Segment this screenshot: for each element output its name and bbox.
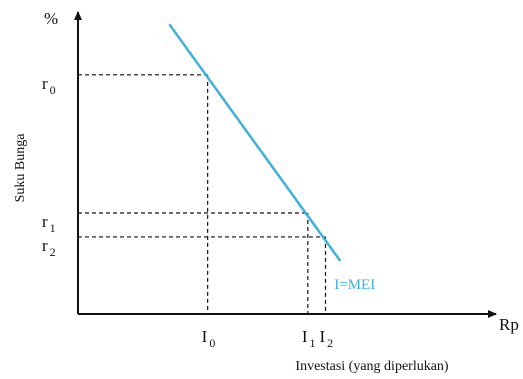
x-tick-label-1-main: I: [302, 327, 308, 346]
y-tick-labels: r 0r 1r 2: [42, 74, 56, 259]
guide-lines: [78, 74, 327, 314]
x-axis-unit: Rp: [499, 315, 519, 334]
x-tick-label-2-subscript: 2: [327, 336, 333, 350]
series-label-0: I=MEI: [334, 277, 375, 293]
y-tick-label-0-subscript: 0: [50, 83, 56, 97]
x-tick-label-0-main: I: [202, 327, 208, 346]
x-tick-label-1-subscript: 1: [309, 336, 315, 350]
y-tick-label-2-subscript: 2: [50, 245, 56, 259]
x-axis-label: Investasi (yang diperlukan): [295, 359, 449, 374]
x-tick-label-0-subscript: 0: [209, 336, 215, 350]
series-line-0: [168, 23, 342, 262]
y-tick-label-2-main: r: [42, 236, 48, 255]
y-axis-unit: %: [44, 9, 58, 28]
y-tick-label-1-subscript: 1: [50, 221, 56, 235]
x-tick-label-2-main: I: [320, 327, 326, 346]
y-tick-label-1-main: r: [42, 212, 48, 231]
series-layer: I=MEI: [168, 23, 375, 293]
y-axis-label: Suku Bunga: [13, 133, 28, 203]
y-tick-label-0-main: r: [42, 74, 48, 93]
